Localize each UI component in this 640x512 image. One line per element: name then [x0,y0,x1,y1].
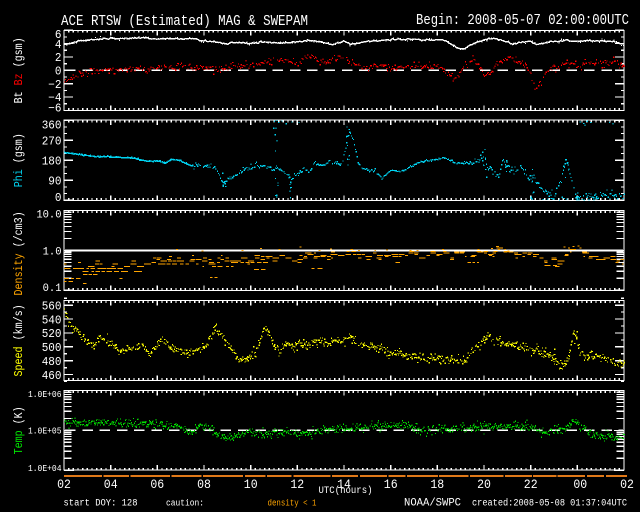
svg-text:4: 4 [55,40,62,52]
svg-text:UTC(hours): UTC(hours) [319,484,373,496]
svg-text:Bt: Bt [13,91,26,103]
svg-text:18: 18 [430,477,444,492]
svg-text:density < 1: density < 1 [268,497,317,509]
svg-text:02: 02 [57,477,71,492]
svg-text:(/cm3): (/cm3) [13,211,26,247]
svg-text:Density: Density [13,253,26,295]
svg-text:0: 0 [55,66,62,78]
svg-text:10.0: 10.0 [36,209,61,221]
svg-text:16: 16 [384,477,398,492]
svg-text:ACE RTSW (Estimated) MAG & SWE: ACE RTSW (Estimated) MAG & SWEPAM [61,14,308,30]
svg-text:(K): (K) [13,406,26,424]
svg-text:Speed: Speed [13,346,26,376]
svg-text:460: 460 [42,371,62,383]
svg-text:540: 540 [42,315,62,327]
svg-text:created:2008-05-08 01:37:04UTC: created:2008-05-08 01:37:04UTC [472,497,627,509]
svg-text:20: 20 [477,477,491,492]
svg-text:1.0E+06: 1.0E+06 [28,389,62,399]
svg-text:520: 520 [42,329,62,341]
svg-text:−4: −4 [48,93,61,105]
svg-text:2: 2 [55,53,62,65]
svg-text:500: 500 [42,343,62,355]
svg-text:06: 06 [150,477,164,492]
svg-text:04: 04 [104,477,118,492]
svg-text:1.0E+05: 1.0E+05 [28,426,62,436]
svg-text:Begin: 2008-05-07 02:00:00UTC: Begin: 2008-05-07 02:00:00UTC [416,14,629,30]
svg-text:−2: −2 [48,80,61,92]
svg-text:90: 90 [48,176,61,188]
svg-text:480: 480 [42,357,62,369]
svg-text:08: 08 [197,477,211,492]
svg-text:Bz: Bz [13,73,26,85]
svg-text:1.0E+04: 1.0E+04 [28,464,62,474]
svg-text:270: 270 [42,136,62,148]
svg-text:22: 22 [524,477,538,492]
svg-text:caution:: caution: [166,497,204,509]
svg-text:(km/s): (km/s) [13,304,26,340]
svg-text:10: 10 [244,477,258,492]
svg-text:(gsm): (gsm) [13,133,26,163]
svg-text:360: 360 [42,121,62,133]
svg-text:Phi: Phi [13,169,26,187]
svg-text:12: 12 [290,477,304,492]
svg-text:NOAA/SWPC: NOAA/SWPC [404,497,461,510]
svg-text:(gsm): (gsm) [13,37,26,67]
svg-text:0: 0 [55,193,62,205]
svg-text:0.1: 0.1 [43,283,62,295]
svg-text:Temp: Temp [13,430,26,454]
svg-text:560: 560 [42,301,62,313]
svg-text:1.0: 1.0 [43,246,62,258]
svg-text:start DOY: 128: start DOY: 128 [64,497,138,509]
svg-text:−6: −6 [48,103,61,115]
svg-text:180: 180 [42,156,62,168]
svg-text:02: 02 [620,477,634,492]
svg-text:00: 00 [573,477,587,492]
svg-text:6: 6 [55,30,62,42]
svg-text:14: 14 [337,477,351,492]
